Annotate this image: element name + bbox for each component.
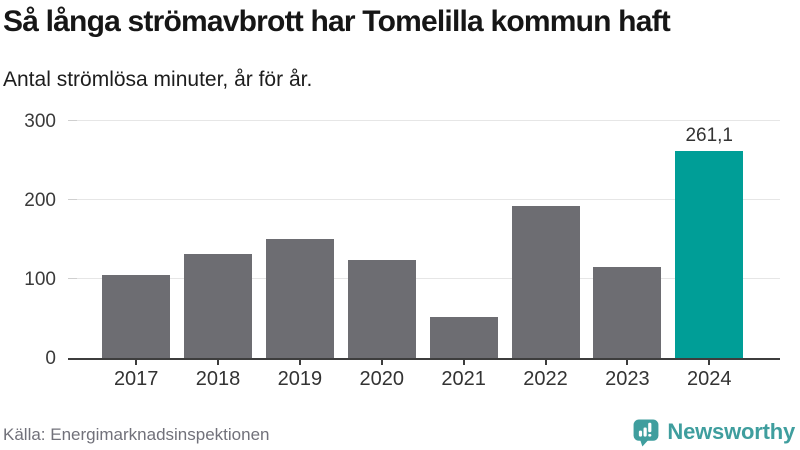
x-axis-label: 2023 xyxy=(605,368,650,390)
y-axis-tick xyxy=(68,199,77,201)
x-axis-tick xyxy=(462,360,465,365)
bar-highlighted xyxy=(675,151,744,358)
x-axis-tick xyxy=(135,360,138,365)
newsworthy-logo: Newsworthy xyxy=(632,416,795,448)
bar-value-label: 261,1 xyxy=(685,125,733,147)
gridline xyxy=(68,120,780,121)
newsworthy-bubble-chart-icon xyxy=(632,418,660,447)
bar xyxy=(265,239,334,358)
x-axis-tick xyxy=(380,360,383,365)
chart-title: Så långa strömavbrott har Tomelilla komm… xyxy=(3,5,671,38)
x-axis-tick xyxy=(626,360,629,365)
bar xyxy=(593,266,662,358)
y-axis-tick xyxy=(68,120,77,121)
bar xyxy=(429,316,498,358)
x-axis-line xyxy=(68,358,780,360)
y-axis-label: 300 xyxy=(24,110,56,132)
x-axis-label: 2019 xyxy=(277,368,323,390)
gridline xyxy=(68,278,780,280)
x-axis-tick xyxy=(708,360,711,365)
x-axis-label: 2018 xyxy=(195,368,241,390)
bar xyxy=(102,274,171,358)
chart-subtitle: Antal strömlösa minuter, år för år. xyxy=(3,68,313,91)
source-note: Källa: Energimarknadsinspektionen xyxy=(3,425,270,444)
bar xyxy=(347,259,416,358)
x-axis-label: 2022 xyxy=(523,368,568,390)
x-axis-label: 2021 xyxy=(441,368,486,390)
x-axis-tick xyxy=(217,360,220,365)
y-axis-label: 100 xyxy=(24,268,56,290)
x-axis-label: 2017 xyxy=(113,368,159,390)
gridline xyxy=(68,199,780,201)
x-axis-label: 2024 xyxy=(686,368,732,390)
bar-chart-plot-area: 0 100 200 300 2017 2018 2019 2020 2021 2022 2023 20… xyxy=(24,110,780,390)
bar xyxy=(511,206,580,358)
y-axis-label: 0 xyxy=(45,348,56,369)
x-axis-tick xyxy=(544,360,547,365)
x-axis-label: 2020 xyxy=(359,368,405,390)
newsworthy-wordmark: Newsworthy xyxy=(667,419,795,444)
bar xyxy=(184,254,253,358)
x-axis-tick xyxy=(298,360,301,365)
y-axis-tick xyxy=(68,278,77,280)
y-axis-label: 200 xyxy=(24,189,56,211)
